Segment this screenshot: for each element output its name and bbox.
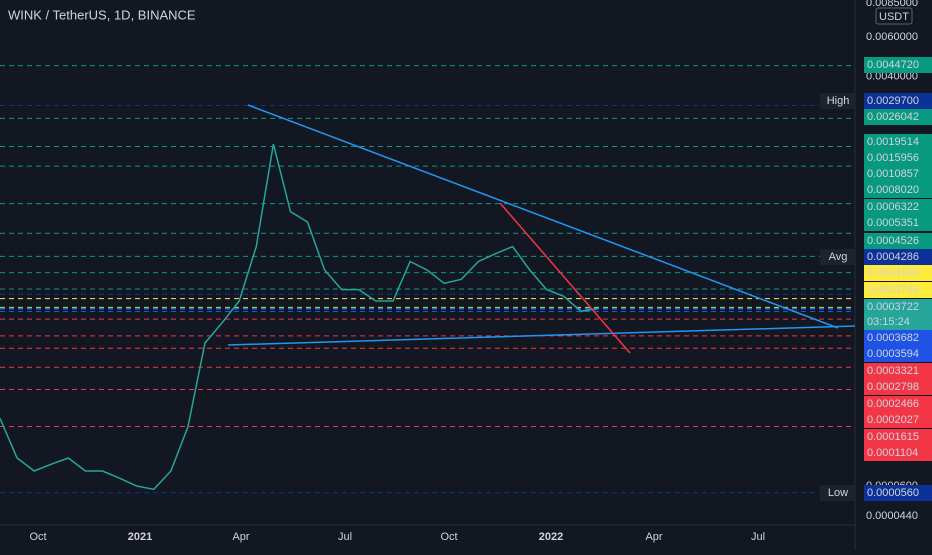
tag-bg xyxy=(820,485,856,501)
plot xyxy=(0,143,599,491)
level-label-bg xyxy=(864,429,932,445)
tag-bg xyxy=(820,93,856,109)
level-label-bg xyxy=(864,233,932,249)
level-label: 0.0006322 xyxy=(867,201,919,213)
tag: High xyxy=(827,95,850,107)
level-label: 0.0004286 xyxy=(867,251,919,263)
level-label: 0.0005351 xyxy=(867,217,919,229)
level-label: 0.0000560 xyxy=(867,487,919,499)
x-tick-label: 2022 xyxy=(539,531,563,543)
level-label: 0.0003594 xyxy=(867,348,919,360)
y-tick-label: 0.0060000 xyxy=(866,31,918,43)
level-label: 0.0026042 xyxy=(867,111,919,123)
x-tick-label: 2021 xyxy=(128,531,152,543)
x-tick-label: Oct xyxy=(29,531,46,543)
level-label: 0.0001104 xyxy=(867,447,918,459)
level-label: 0.0003321 xyxy=(867,365,919,377)
level-label-bg xyxy=(864,396,932,412)
y-tick-label: 0.0085000 xyxy=(866,0,918,9)
symbol-title: WINK / TetherUS, 1D, BINANCE xyxy=(8,7,196,22)
level-label: 0.0003722 xyxy=(867,301,919,313)
level-label-bg xyxy=(864,485,932,501)
level-label-bg xyxy=(864,249,932,265)
currency-box[interactable] xyxy=(875,7,913,25)
level-label-bg xyxy=(864,57,932,73)
x-tick-label: Oct xyxy=(440,531,457,543)
level-label-bg xyxy=(864,166,932,182)
level-label: 0.0002466 xyxy=(867,398,919,410)
level-label: 0.0002798 xyxy=(867,381,919,393)
x-tick-label: Jul xyxy=(338,531,352,543)
tag: Low xyxy=(828,487,848,499)
level-label-bg xyxy=(864,379,932,395)
price-labels: 0.00850000.00600000.00400000.00006000.00… xyxy=(29,0,932,543)
y-tick-label: 0.0040000 xyxy=(866,70,918,82)
level-label: 0.0044720 xyxy=(867,59,919,71)
trendline xyxy=(499,202,631,354)
level-label-bg xyxy=(864,150,932,166)
currency[interactable]: USDT xyxy=(879,11,909,23)
level-label: 0.0004526 xyxy=(867,235,919,247)
level-label-bg xyxy=(864,363,932,379)
level-label-bg xyxy=(864,182,932,198)
level-label-bg xyxy=(864,412,932,428)
level-label-bg xyxy=(864,445,932,461)
level-label-bg xyxy=(864,109,932,125)
level-label-bg xyxy=(864,93,932,109)
x-tick-label: Apr xyxy=(645,531,662,543)
trendline xyxy=(227,325,856,346)
level-label-bg xyxy=(864,134,932,150)
level-label: 0.0003682 xyxy=(867,332,919,344)
trendline xyxy=(247,104,839,329)
level-label: 0.0015956 xyxy=(867,152,919,164)
level-label-bg xyxy=(864,215,932,231)
x-tick-label: Jul xyxy=(751,531,765,543)
y-tick-label: 0.0000440 xyxy=(866,510,918,522)
level-label: 0.0029700 xyxy=(867,95,919,107)
levels xyxy=(0,65,855,494)
level-label: 0.0004100 xyxy=(867,267,919,279)
level-label-bg xyxy=(864,199,932,215)
level-label: 0.0010857 xyxy=(867,168,919,180)
level-label-bg xyxy=(864,299,932,331)
level-label-bg xyxy=(864,265,932,281)
level-label: 0.0001615 xyxy=(867,431,919,443)
level-label: 0.0019514 xyxy=(867,136,919,148)
tag-bg xyxy=(820,249,856,265)
level-label-bg xyxy=(864,282,932,298)
level-label: 0.0003746 xyxy=(867,284,919,296)
level-label: 0.0002027 xyxy=(867,414,919,426)
tag: Avg xyxy=(829,251,848,263)
x-tick-label: Apr xyxy=(232,531,249,543)
level-label: 0.0008020 xyxy=(867,184,919,196)
level-label-bg xyxy=(864,330,932,346)
price-line xyxy=(0,143,599,491)
countdown: 03:15:24 xyxy=(867,316,910,328)
level-label-bg xyxy=(864,346,932,362)
